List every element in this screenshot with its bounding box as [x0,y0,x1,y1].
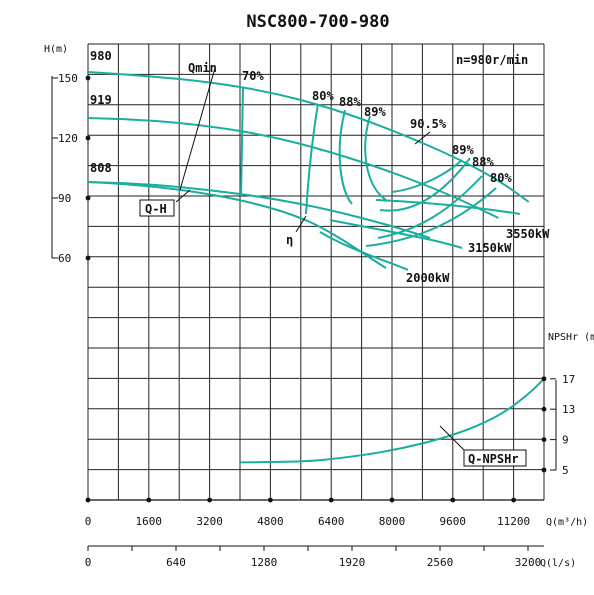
q-tick-label: 11200 [497,515,530,528]
eta-leader [295,215,307,233]
npsh-tick-label: 17 [562,373,575,386]
q-tick-label: 8000 [379,515,406,528]
eta-curve [87,181,387,269]
npsh-dot [541,437,547,442]
efficiency-label: 70% [242,69,264,83]
head-tick-label: 60 [58,252,71,265]
npsh-dot [541,406,547,412]
q2-tick-label: 1920 [339,556,366,569]
head-dot [85,135,91,141]
efficiency-label: 80% [490,171,512,185]
head-tick-label: 150 [58,72,78,85]
power-label: 3550kW [506,227,550,241]
q2-tick-label: 3200 [515,556,542,569]
q-axis-title: Q(m³/h) [546,517,588,528]
qmin-label: Qmin [188,61,217,75]
q2-tick-label: 0 [85,556,92,569]
q2-tick-label: 2560 [427,556,454,569]
eta-label: η [286,233,293,247]
diameter-label: 919 [90,93,112,107]
efficiency-curve-6 [377,175,483,239]
efficiency-curve-2 [338,109,353,205]
head-dot [85,75,91,81]
q-dot [511,497,516,503]
q-tick-label: 9600 [440,515,467,528]
axes: H(m) 60 90 120 150 NPSHr (m) 5 9 13 17 0 1600 3200 48… [44,44,594,569]
q2-tick-label: 1280 [251,556,278,569]
efficiency-label: 89% [364,105,386,119]
efficiency-curve-4 [391,159,463,193]
q2-tick-label: 640 [166,556,186,569]
efficiency-label: 88% [339,95,361,109]
q-dot [207,497,213,503]
q-dot [85,497,91,503]
efficiency-curve-0 [240,87,244,197]
power-line-0 [375,199,521,215]
eta-max-leader [414,131,431,145]
npsh-dot [541,376,547,382]
npsh-tick-label: 5 [562,464,569,477]
q-tick-label: 3200 [196,515,223,528]
efficiency-label: 80% [312,89,334,103]
diameter-label: 808 [90,161,112,175]
q-dot [389,497,395,503]
head-axis-title: H(m) [44,44,68,55]
q2-axis-title: Q(l/s) [540,558,576,569]
speed-label: n=980r/min [456,53,528,67]
npsh-tick-label: 13 [562,403,575,416]
q-dot [268,497,273,503]
efficiency-curve-1 [305,103,319,215]
q-tick-label: 0 [85,515,92,528]
q-tick-label: 4800 [257,515,284,528]
npsh-label-box [463,449,527,467]
diameter-label: 980 [90,49,112,63]
efficiency-label: 88% [472,155,494,169]
power-label: 2000kW [406,271,450,285]
power-line-2 [319,231,409,271]
qh-series-label: Q-H [145,202,167,216]
head-tick-label: 120 [58,132,78,145]
head-dot [85,195,91,201]
npsh-series-label: Q-NPSHr [468,452,519,466]
qh-leader [175,189,191,203]
qh-curve-919 [87,117,499,219]
chart-title: NSC800-700-980 [246,12,389,32]
qmin-leader [179,67,216,191]
q-dot [146,497,152,503]
qh-curve-980 [87,71,530,203]
curves [87,67,545,464]
qh-label-box [139,199,175,217]
efficiency-curve-5 [379,157,471,212]
efficiency-curve-7 [365,187,497,247]
npsh-tick-label: 9 [562,434,569,447]
q-dot [328,497,334,503]
npsh-dot [541,467,547,473]
power-label: 3150kW [468,241,512,255]
efficiency-curve-3 [364,115,387,201]
head-tick-label: 90 [58,192,71,205]
head-dot [85,255,91,261]
power-line-1 [329,219,463,249]
npshr-curve [239,378,545,464]
q-dot [450,497,456,503]
npsh-axis-title: NPSHr (m) [548,332,594,343]
q-tick-label: 6400 [318,515,345,528]
q-tick-label: 1600 [136,515,163,528]
efficiency-label: 89% [452,143,474,157]
efficiency-label: 90.5% [410,117,447,131]
